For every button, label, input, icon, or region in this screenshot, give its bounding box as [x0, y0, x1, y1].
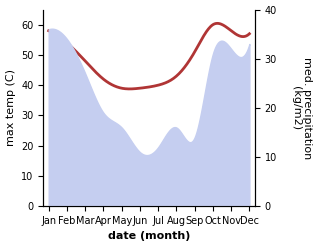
Y-axis label: max temp (C): max temp (C) [5, 69, 16, 146]
X-axis label: date (month): date (month) [108, 231, 190, 242]
Y-axis label: med. precipitation
(kg/m2): med. precipitation (kg/m2) [291, 57, 313, 159]
